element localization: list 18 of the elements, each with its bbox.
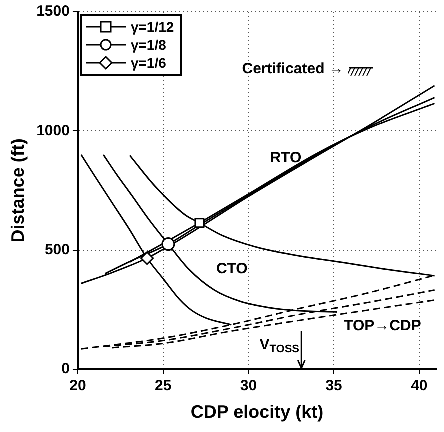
y-tick-label: 1500: [36, 3, 70, 20]
legend-label: γ=1/12: [130, 19, 174, 35]
x-tick-label: 40: [411, 378, 428, 395]
annotation: Certificated →: [242, 60, 344, 78]
y-axis-title: Distance (ft): [8, 138, 28, 243]
x-tick-label: 25: [154, 378, 172, 395]
legend-label: γ=1/6: [130, 55, 166, 71]
annotation: TOP→CDP: [344, 318, 422, 335]
x-tick-label: 35: [326, 378, 342, 395]
legend-label: γ=1/8: [130, 37, 166, 53]
x-tick-label: 20: [70, 378, 86, 395]
annotation: RTO: [270, 150, 302, 167]
x-axis-title: CDP elocity (kt): [190, 402, 324, 422]
x-tick-label: 30: [240, 378, 258, 395]
y-tick-label: 500: [44, 241, 70, 258]
annotation: CTO: [216, 260, 248, 278]
y-tick-label: 0: [62, 360, 70, 378]
y-tick-label: 1000: [36, 122, 70, 140]
